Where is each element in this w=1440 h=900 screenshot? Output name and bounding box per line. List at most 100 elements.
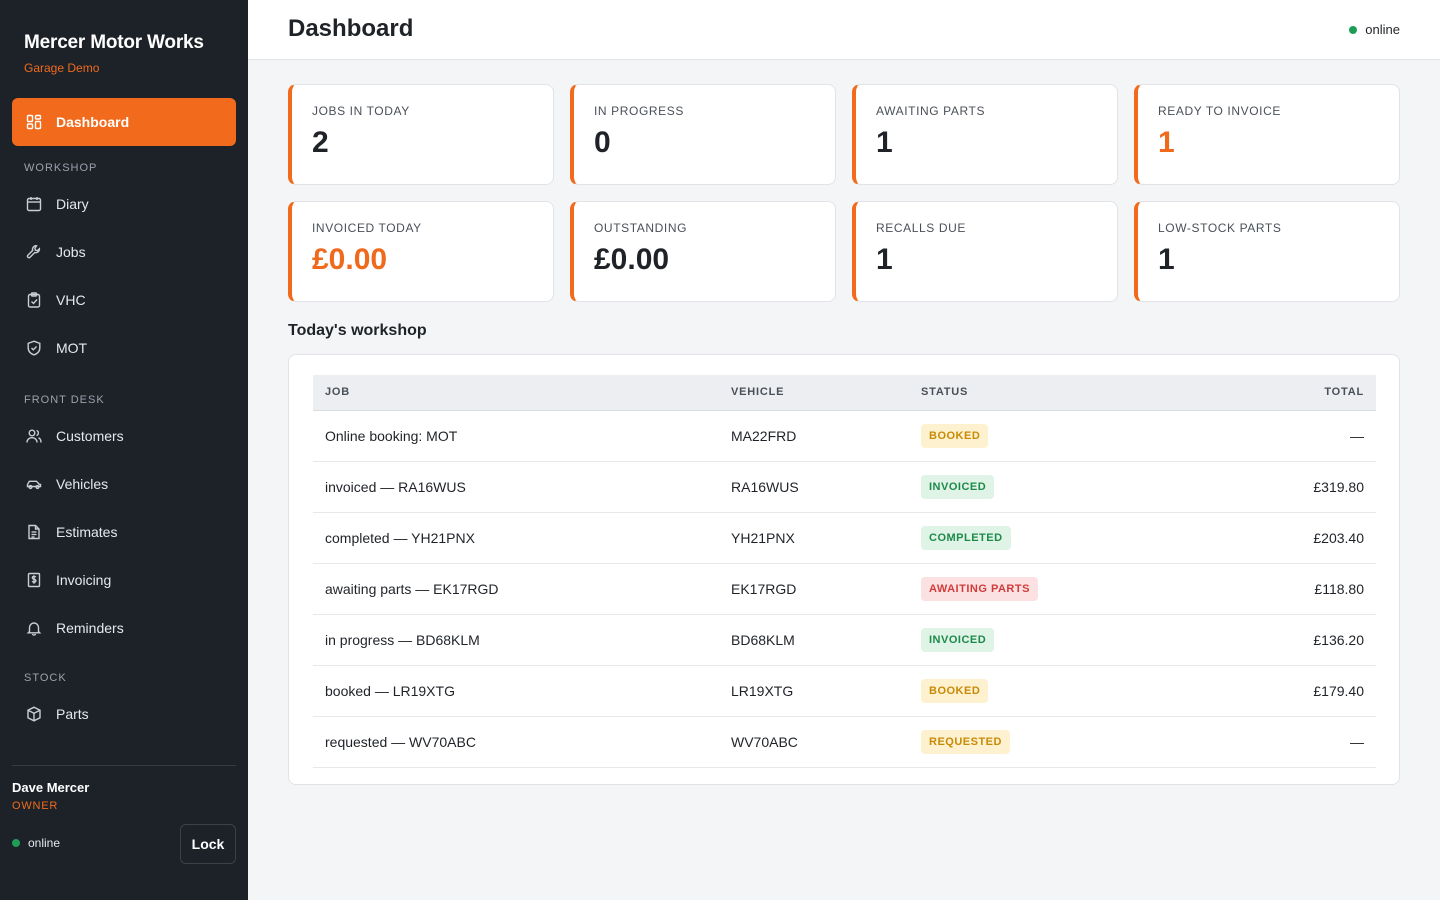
- status-badge: BOOKED: [921, 423, 989, 448]
- status-cell: BOOKED: [909, 410, 1169, 461]
- total-cell: £179.40: [1313, 682, 1364, 699]
- sidebar-item-customers[interactable]: Customers: [12, 412, 236, 460]
- job-cell: completed — YH21PNX: [325, 529, 475, 546]
- page-title: Dashboard: [288, 15, 414, 42]
- column-header-total[interactable]: TOTAL: [1324, 386, 1364, 399]
- sidebar-item-diary[interactable]: Diary: [12, 180, 236, 228]
- sidebar-item-label: MOT: [56, 340, 88, 356]
- sidebar: Mercer Motor Works Garage Demo Dashboard…: [0, 0, 248, 900]
- vehicle-cell: YH21PNX: [731, 529, 795, 546]
- user-name: Dave Mercer: [12, 780, 90, 795]
- column-header-job[interactable]: JOB: [325, 386, 351, 399]
- wrench-icon: [26, 244, 42, 260]
- sidebar-item-label: Parts: [56, 706, 89, 722]
- status-badge: COMPLETED: [921, 525, 1011, 550]
- sidebar-item-vhc[interactable]: VHC: [12, 276, 236, 324]
- section-label-front-desk: FRONT DESK: [24, 394, 105, 406]
- job-cell: booked — LR19XTG: [325, 682, 455, 699]
- sidebar-item-parts[interactable]: Parts: [12, 690, 236, 738]
- stat-card-low-stock-parts[interactable]: LOW-STOCK PARTS 1: [1134, 201, 1400, 302]
- stat-label: LOW-STOCK PARTS: [1158, 221, 1282, 235]
- vehicle-cell: EK17RGD: [731, 580, 797, 597]
- dashboard-icon: [26, 114, 42, 130]
- status-cell: INVOICED: [909, 461, 1169, 512]
- stat-label: OUTSTANDING: [594, 221, 688, 235]
- stat-card-in-progress[interactable]: IN PROGRESS 0: [570, 84, 836, 185]
- stat-label: IN PROGRESS: [594, 104, 684, 118]
- stat-label: RECALLS DUE: [876, 221, 966, 235]
- vehicle-cell: BD68KLM: [731, 631, 795, 648]
- header-status-label: online: [1365, 22, 1400, 37]
- bell-icon: [26, 620, 42, 636]
- sidebar-item-label: Vehicles: [56, 476, 109, 492]
- table-header-row: JOB VEHICLE STATUS TOTAL: [313, 375, 1376, 410]
- table-row[interactable]: requested — WV70ABC WV70ABC REQUESTED —: [313, 716, 1376, 767]
- box-icon: [26, 706, 42, 722]
- section-label-stock: STOCK: [24, 672, 67, 684]
- status-badge: AWAITING PARTS: [921, 576, 1038, 601]
- stat-label: INVOICED TODAY: [312, 221, 422, 235]
- table-row[interactable]: awaiting parts — EK17RGD EK17RGD AWAITIN…: [313, 563, 1376, 614]
- column-header-status[interactable]: STATUS: [921, 386, 969, 399]
- stat-value: 0: [594, 126, 611, 159]
- total-cell: £203.40: [1313, 529, 1364, 546]
- sidebar-item-invoicing[interactable]: Invoicing: [12, 556, 236, 604]
- column-header-vehicle[interactable]: VEHICLE: [731, 386, 785, 399]
- status-badge: INVOICED: [921, 627, 995, 652]
- calendar-icon: [26, 196, 42, 212]
- sidebar-status: online: [12, 836, 60, 850]
- status-cell: REQUESTED: [909, 716, 1169, 767]
- table-row[interactable]: invoiced — RA16WUS RA16WUS INVOICED £319…: [313, 461, 1376, 512]
- sidebar-item-label: Customers: [56, 428, 124, 444]
- lock-button[interactable]: Lock: [180, 824, 236, 864]
- vehicle-cell: MA22FRD: [731, 427, 797, 444]
- sidebar-item-label: Estimates: [56, 524, 118, 540]
- stat-value: £0.00: [594, 243, 670, 276]
- brand: Mercer Motor Works Garage Demo: [24, 32, 204, 75]
- brand-name: Mercer Motor Works: [24, 32, 204, 53]
- section-label-workshop: WORKSHOP: [24, 162, 98, 174]
- sidebar-item-estimates[interactable]: Estimates: [12, 508, 236, 556]
- sidebar-item-jobs[interactable]: Jobs: [12, 228, 236, 276]
- stat-card-invoiced-today[interactable]: INVOICED TODAY £0.00: [288, 201, 554, 302]
- job-cell: invoiced — RA16WUS: [325, 478, 466, 495]
- status-cell: BOOKED: [909, 665, 1169, 716]
- status-dot: [1349, 25, 1358, 34]
- stat-card-awaiting-parts[interactable]: AWAITING PARTS 1: [852, 84, 1118, 185]
- user-role: OWNER: [12, 800, 59, 812]
- job-cell: requested — WV70ABC: [325, 733, 476, 750]
- sidebar-item-label: VHC: [56, 292, 86, 308]
- total-cell: £136.20: [1313, 631, 1364, 648]
- stat-card-recalls-due[interactable]: RECALLS DUE 1: [852, 201, 1118, 302]
- clipboard-check-icon: [26, 292, 42, 308]
- vehicle-cell: WV70ABC: [731, 733, 798, 750]
- vehicle-cell: RA16WUS: [731, 478, 799, 495]
- total-cell: £319.80: [1313, 478, 1364, 495]
- stat-value: £0.00: [312, 243, 388, 276]
- sidebar-divider: [12, 765, 236, 766]
- stat-card-outstanding[interactable]: OUTSTANDING £0.00: [570, 201, 836, 302]
- status-badge: REQUESTED: [921, 729, 1010, 754]
- stat-card-jobs-in-today[interactable]: JOBS IN TODAY 2: [288, 84, 554, 185]
- sidebar-item-dashboard[interactable]: Dashboard: [12, 98, 236, 146]
- workshop-panel: JOB VEHICLE STATUS TOTAL Online booking:…: [288, 354, 1400, 785]
- stat-card-ready-to-invoice[interactable]: READY TO INVOICE 1: [1134, 84, 1400, 185]
- table-row[interactable]: Online booking: MOT MA22FRD BOOKED —: [313, 410, 1376, 461]
- sidebar-item-vehicles[interactable]: Vehicles: [12, 460, 236, 508]
- stat-value: 1: [876, 243, 893, 276]
- sidebar-item-reminders[interactable]: Reminders: [12, 604, 236, 652]
- table-row[interactable]: completed — YH21PNX YH21PNX COMPLETED £2…: [313, 512, 1376, 563]
- sidebar-item-label: Invoicing: [56, 572, 112, 588]
- status-cell: AWAITING PARTS: [909, 563, 1169, 614]
- total-cell: —: [1350, 427, 1364, 444]
- table-row[interactable]: in progress — BD68KLM BD68KLM INVOICED £…: [313, 614, 1376, 665]
- total-cell: —: [1350, 733, 1364, 750]
- top-header: Dashboard online: [248, 0, 1440, 60]
- stat-value: 1: [1158, 126, 1175, 159]
- sidebar-item-mot[interactable]: MOT: [12, 324, 236, 372]
- sidebar-item-label: Diary: [56, 196, 89, 212]
- stat-value: 1: [1158, 243, 1175, 276]
- status-cell: INVOICED: [909, 614, 1169, 665]
- table-row[interactable]: booked — LR19XTG LR19XTG BOOKED £179.40: [313, 665, 1376, 716]
- status-badge: BOOKED: [921, 678, 989, 703]
